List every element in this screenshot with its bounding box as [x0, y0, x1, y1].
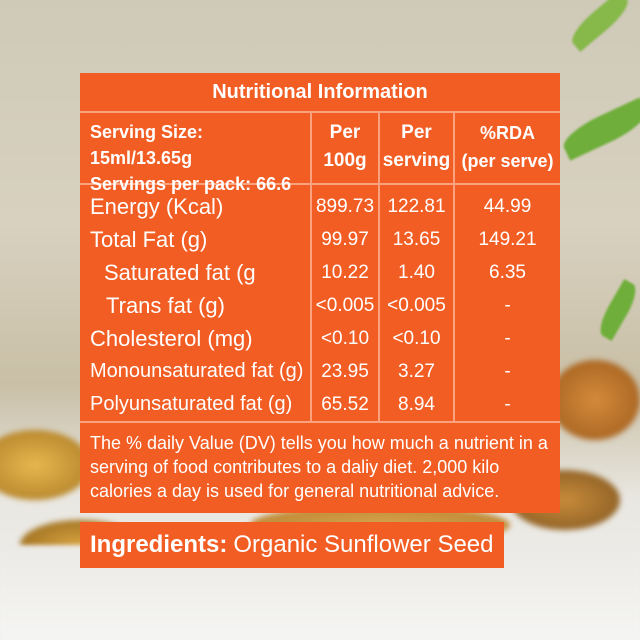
per-100g-value: <0.005	[312, 289, 380, 322]
column-header-per-serving: Per serving	[380, 113, 455, 197]
rda-value: 44.99	[483, 195, 532, 217]
table-row: Energy (Kcal) 899.73 122.81 44.99	[80, 185, 560, 223]
nutrient-name: Monounsaturated fat (g)	[80, 355, 312, 388]
per-100g-value: 23.95	[312, 355, 380, 388]
leaf-image	[594, 279, 640, 341]
nutrient-name: Saturated fat (g	[80, 256, 312, 289]
nutrient-rows: Energy (Kcal) 899.73 122.81 44.99 Total …	[80, 185, 560, 423]
column-header-rda: %RDA (per serve)	[461, 123, 554, 171]
per-serving-value: 1.40	[380, 256, 455, 289]
per-100g-value: 65.52	[312, 388, 380, 421]
serving-info: Serving Size: 15ml/13.65g Servings per p…	[80, 113, 312, 197]
brass-bowl-image	[0, 430, 90, 500]
per-serving-value: <0.10	[380, 322, 455, 355]
per-serving-value: 13.65	[380, 223, 455, 256]
table-row: Saturated fat (g 10.22 1.40 6.35	[80, 256, 560, 289]
column-header-per-100g: Per 100g	[312, 113, 380, 197]
per-serving-value: 8.94	[380, 388, 455, 421]
per-100g-value: 99.97	[312, 223, 380, 256]
nutrient-name: Cholesterol (mg)	[80, 322, 312, 355]
rda-value: -	[504, 393, 511, 415]
per-100g-value: <0.10	[312, 322, 380, 355]
daily-value-note: The % daily Value (DV) tells you how muc…	[90, 433, 548, 501]
per-100g-value: 899.73	[312, 190, 380, 223]
nutrient-name: Trans fat (g)	[80, 289, 312, 322]
nutrient-name: Energy (Kcal)	[80, 190, 312, 223]
ingredients-banner: Ingredients: Organic Sunflower Seed	[80, 522, 504, 568]
rda-value: -	[504, 327, 511, 349]
ingredients-value: Organic Sunflower Seed	[233, 531, 494, 558]
table-row: Monounsaturated fat (g) 23.95 3.27 -	[80, 355, 560, 388]
nutrition-panel: Nutritional Information Serving Size: 15…	[80, 73, 560, 513]
per-serving-value: <0.005	[380, 289, 455, 322]
leaf-image	[566, 0, 634, 52]
table-row: Trans fat (g) <0.005 <0.005 -	[80, 289, 560, 322]
serving-size: Serving Size: 15ml/13.65g	[90, 122, 204, 168]
nutrient-name: Polyunsaturated fat (g)	[80, 388, 312, 421]
rda-value: -	[504, 294, 511, 316]
table-row: Cholesterol (mg) <0.10 <0.10 -	[80, 322, 560, 355]
rda-value: -	[504, 360, 511, 382]
rda-value: 6.35	[489, 261, 526, 283]
per-serving-value: 3.27	[380, 355, 455, 388]
table-header: Serving Size: 15ml/13.65g Servings per p…	[80, 113, 560, 197]
servings-per-pack: Servings per pack: 66.6	[90, 174, 292, 194]
leaf-image	[558, 97, 640, 161]
table-row: Total Fat (g) 99.97 13.65 149.21	[80, 223, 560, 256]
food-image	[550, 360, 640, 440]
per-100g-value: 10.22	[312, 256, 380, 289]
per-serving-value: 122.81	[380, 190, 455, 223]
nutrient-name: Total Fat (g)	[80, 223, 312, 256]
panel-title: Nutritional Information	[80, 73, 560, 113]
table-row: Polyunsaturated fat (g) 65.52 8.94 -	[80, 388, 560, 421]
rda-value: 149.21	[478, 228, 537, 250]
ingredients-label: Ingredients:	[90, 531, 228, 558]
